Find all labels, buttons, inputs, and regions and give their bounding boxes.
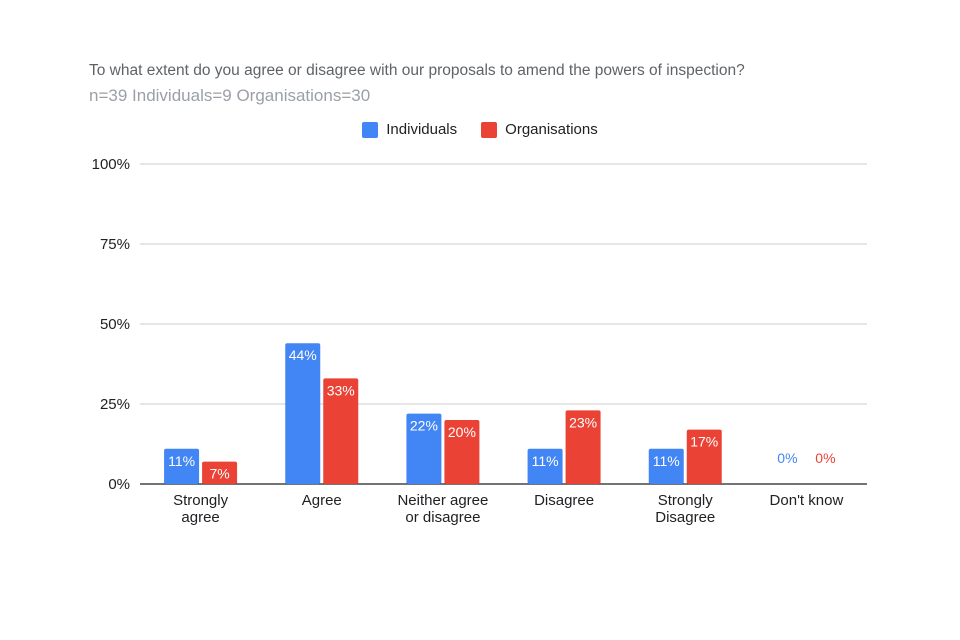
x-tick-label: Disagree: [655, 509, 715, 526]
legend-swatch-organisations: [481, 121, 498, 138]
bar-individuals-4: [648, 448, 684, 484]
x-tick-label: Disagree: [534, 492, 594, 509]
y-tick-label: 0%: [108, 476, 130, 493]
x-tick-label: Strongly: [173, 492, 229, 509]
data-label: 11%: [653, 453, 680, 469]
chart-title: To what extent do you agree or disagree …: [89, 62, 745, 79]
data-label: 22%: [410, 418, 438, 434]
bar-individuals-3: [527, 448, 563, 484]
bar-organisations-4: [686, 429, 722, 484]
data-label: 0%: [815, 450, 835, 466]
y-tick-label: 75%: [100, 236, 130, 253]
bar-organisations-1: [323, 378, 359, 484]
chart-subtitle: n=39 Individuals=9 Organisations=30: [89, 86, 371, 105]
bar-individuals-0: [164, 448, 200, 484]
chart-legend: Individuals Organisations: [0, 121, 960, 138]
bar-organisations-2: [444, 420, 480, 484]
bar-individuals-1: [285, 343, 321, 484]
data-label: 0%: [777, 450, 797, 466]
x-tick-label: Strongly: [658, 492, 714, 509]
data-label: 33%: [327, 382, 355, 398]
bar-organisations-0: [202, 461, 238, 484]
data-label: 20%: [448, 424, 476, 440]
data-label: 44%: [289, 347, 317, 363]
x-tick-label: or disagree: [405, 509, 480, 526]
data-label: 17%: [690, 434, 718, 450]
bar-individuals-2: [406, 413, 442, 484]
data-label: 7%: [209, 466, 229, 482]
legend-label-organisations: Organisations: [505, 121, 598, 138]
x-tick-label: Neither agree: [397, 492, 488, 509]
data-label: 11%: [168, 453, 195, 469]
legend-item-individuals[interactable]: Individuals: [362, 121, 457, 138]
legend-label-individuals: Individuals: [386, 121, 458, 138]
x-tick-label: agree: [181, 509, 219, 526]
y-tick-label: 50%: [100, 316, 130, 333]
y-tick-label: 100%: [92, 156, 130, 173]
legend-item-organisations[interactable]: Organisations: [481, 121, 598, 138]
bar-organisations-3: [565, 410, 601, 484]
x-tick-label: Don't know: [770, 492, 844, 509]
data-label: 11%: [532, 453, 559, 469]
y-tick-label: 25%: [100, 396, 130, 413]
legend-swatch-individuals: [362, 121, 379, 138]
x-tick-label: Agree: [302, 492, 342, 509]
data-label: 23%: [569, 414, 597, 430]
